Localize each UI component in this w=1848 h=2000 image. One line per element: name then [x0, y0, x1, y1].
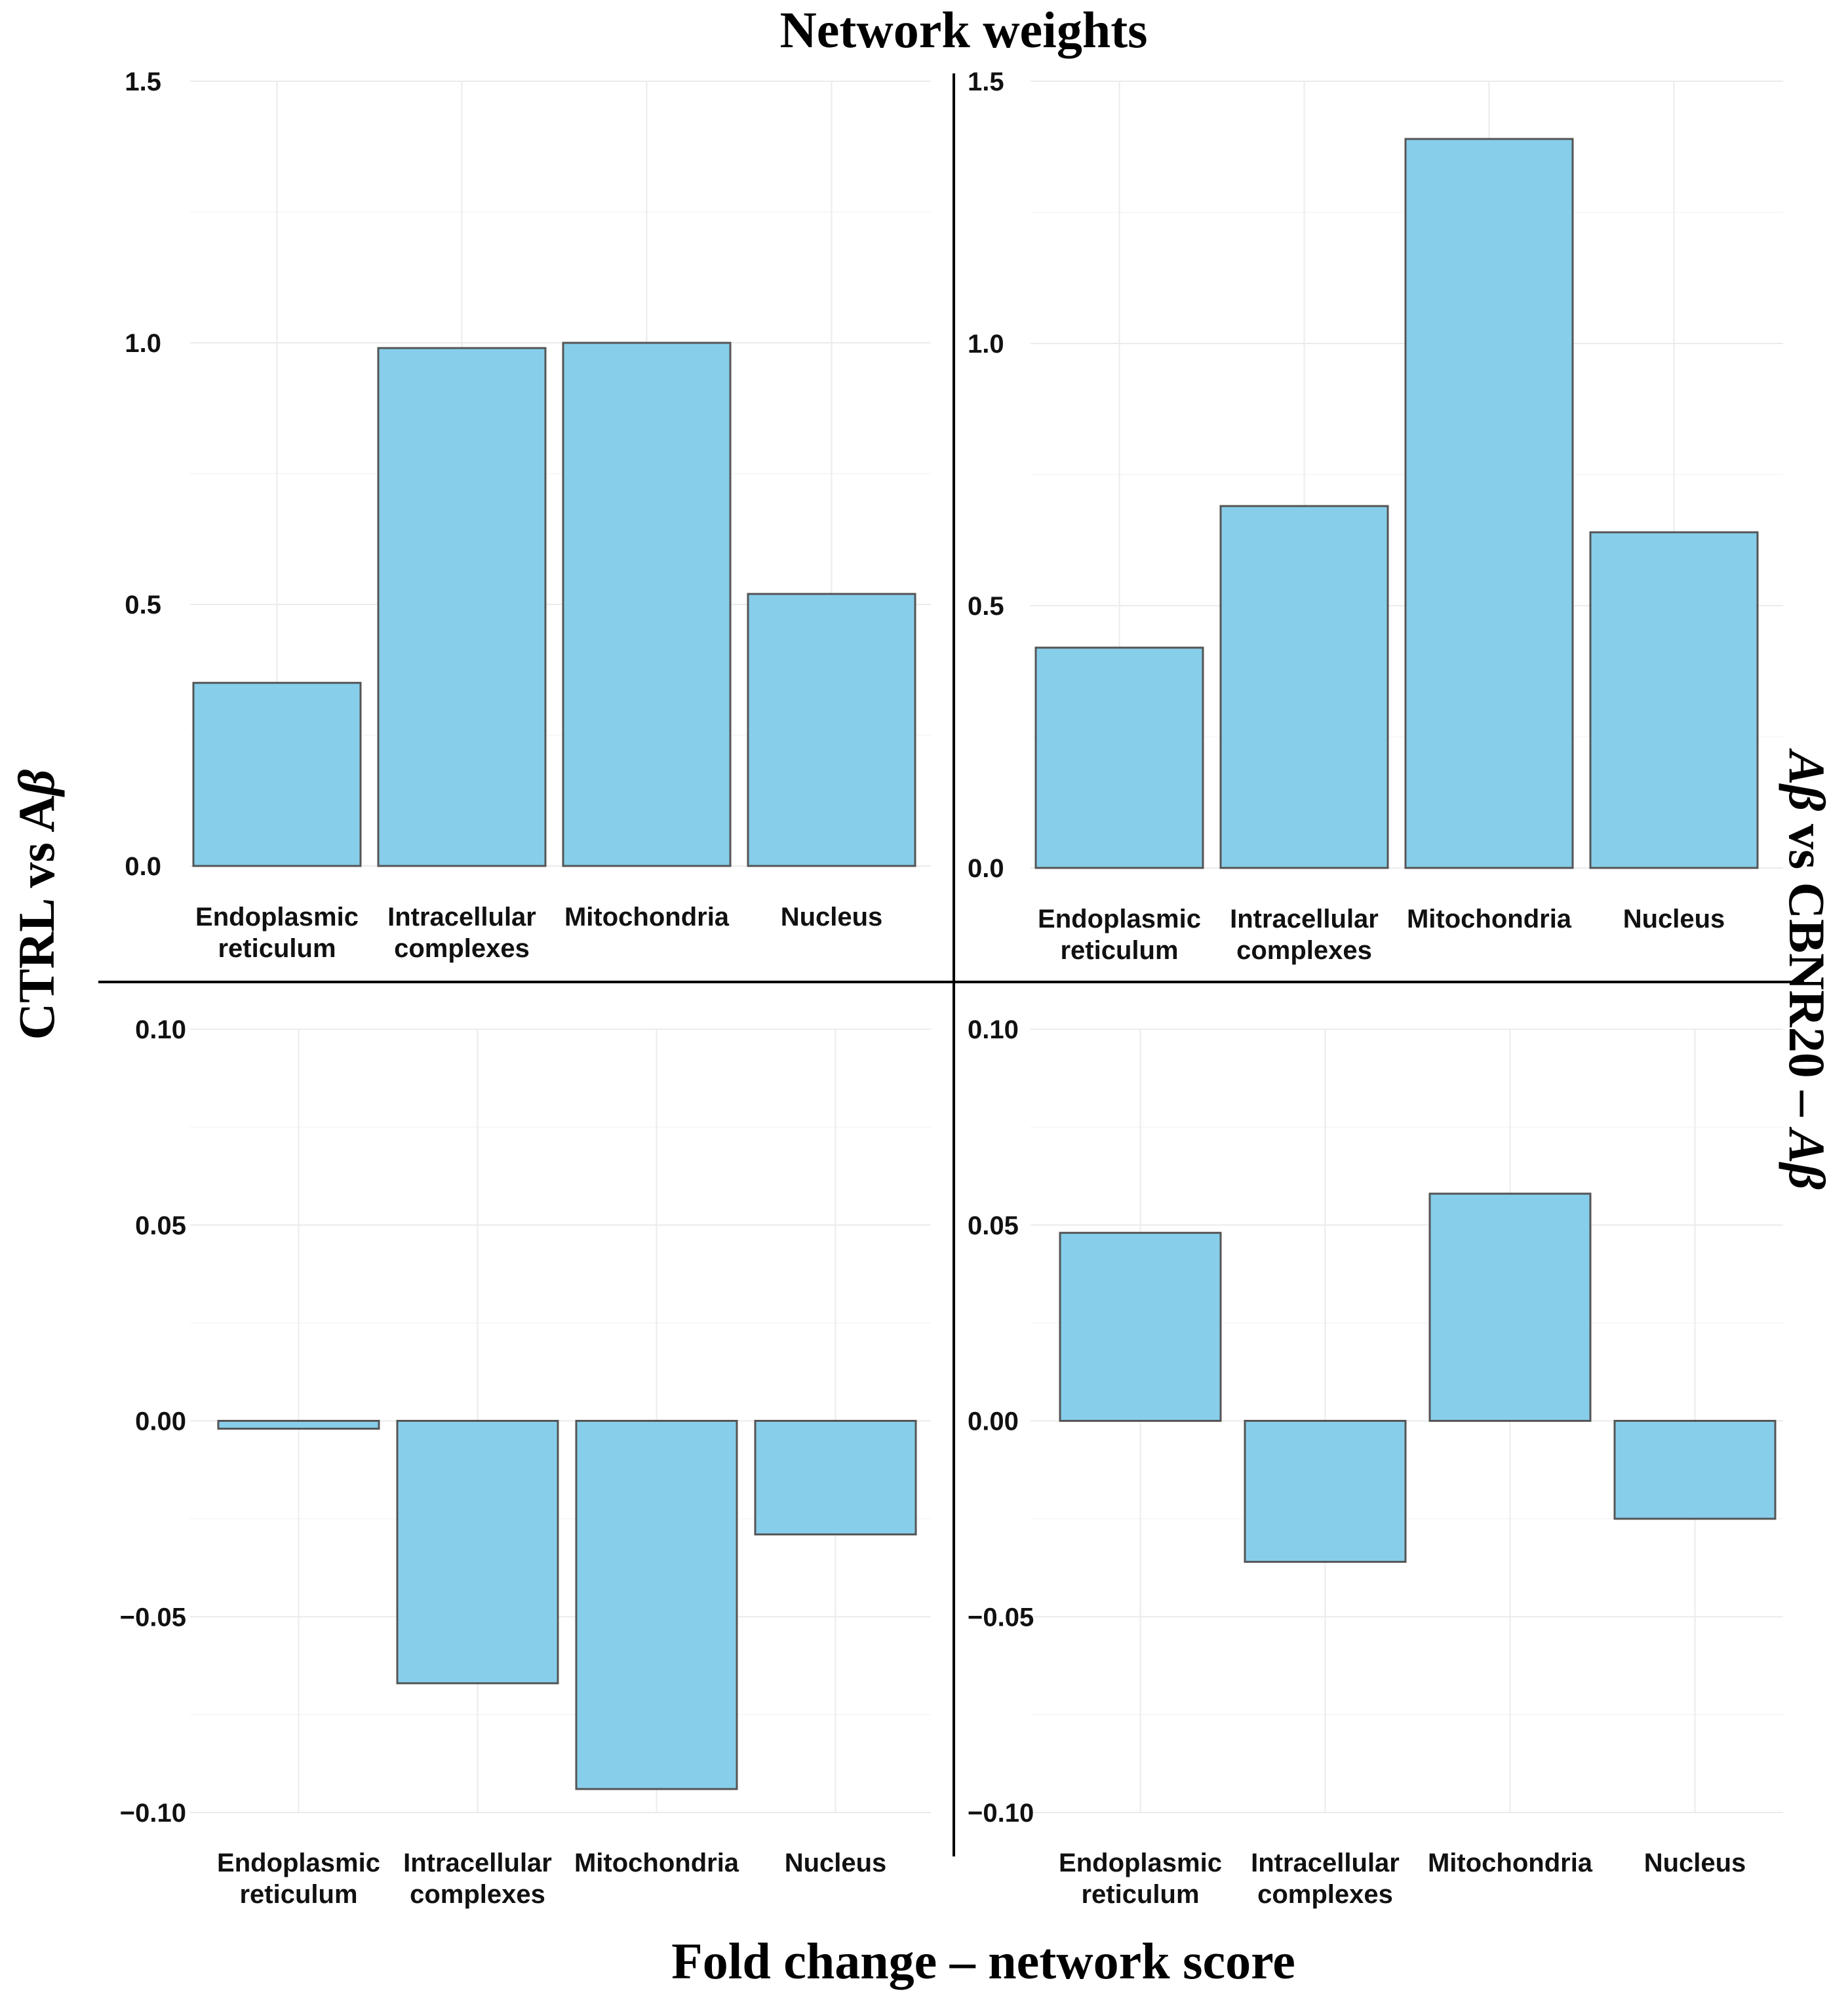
- x-tick-label-line: Intracellular: [387, 903, 536, 931]
- bar-nucleus: [754, 1420, 917, 1536]
- row-label-left: CTRL vs Aβ: [8, 770, 65, 1040]
- panel-fold-change-abeta-vs-cbnr20: 0.10 0.05 0.00 −0.05 −0.10 Endoplasmic reticul…: [968, 1015, 1783, 1909]
- y-tick-label: 0.10: [135, 1015, 186, 1044]
- x-tick-label: Intracellular complexes: [1230, 905, 1379, 965]
- x-tick-label-line: complexes: [1257, 1880, 1393, 1909]
- y-tick-label: 1.0: [125, 329, 161, 358]
- y-tick-label: 0.00: [135, 1407, 186, 1436]
- x-tick-label: Mitochondria: [1428, 1849, 1593, 1877]
- x-tick-label-line: Nucleus: [1623, 905, 1725, 933]
- x-tick-label-line: complexes: [394, 934, 530, 963]
- x-tick-label: Endoplasmic reticulum: [217, 1849, 380, 1909]
- panel-network-weights-ctrl-vs-abeta: 0.0 0.5 1.0 1.5 Endoplasmic reticulum Intracel…: [125, 68, 931, 963]
- y-tick-label: 1.0: [968, 330, 1004, 359]
- bar-nucleus: [1613, 1420, 1777, 1520]
- x-tick-label-line: complexes: [1236, 936, 1372, 965]
- bar-endoplasmic-reticulum: [192, 682, 362, 867]
- x-tick-label: Intracellular complexes: [387, 903, 536, 963]
- figure-title: Network weights: [779, 1, 1147, 58]
- row-label-left-italic: β: [8, 770, 65, 798]
- bar-endoplasmic-reticulum: [217, 1420, 380, 1430]
- x-tick-label-line: reticulum: [218, 934, 336, 963]
- y-tick-label: −0.05: [968, 1603, 1034, 1632]
- y-tick-label: −0.05: [120, 1603, 186, 1632]
- y-tick-label: 1.5: [968, 68, 1004, 96]
- y-tick-label: 0.05: [135, 1211, 186, 1240]
- panel-fold-change-ctrl-vs-abeta: 0.10 0.05 0.00 −0.05 −0.10 Endoplasmic reticul…: [120, 1015, 931, 1909]
- y-tick-label: 0.0: [125, 852, 161, 881]
- x-tick-label-line: Mitochondria: [574, 1849, 739, 1877]
- x-tick-label-line: complexes: [410, 1880, 545, 1909]
- y-tick-label: 0.05: [968, 1211, 1019, 1240]
- x-tick-label: Intracellular complexes: [1251, 1849, 1400, 1909]
- x-tick-label: Endoplasmic reticulum: [1038, 905, 1201, 965]
- x-tick-label-line: Mitochondria: [1428, 1849, 1593, 1877]
- row-label-right: Aβ vs CBNR20 – Aβ: [1779, 747, 1836, 1189]
- x-tick-label-line: Intracellular: [1251, 1849, 1400, 1877]
- bar-mitochondria: [575, 1420, 738, 1790]
- x-tick-label-line: Endoplasmic: [1038, 905, 1201, 933]
- x-tick-label-line: Nucleus: [785, 1849, 887, 1877]
- x-tick-label-line: Endoplasmic: [1059, 1849, 1222, 1877]
- x-tick-label-line: Mitochondria: [1407, 905, 1572, 933]
- y-tick-label: −0.10: [120, 1799, 186, 1828]
- y-tick-label: 1.5: [125, 68, 161, 96]
- x-tick-label: Mitochondria: [1407, 905, 1572, 933]
- x-tick-label: Mitochondria: [574, 1849, 739, 1877]
- bar-nucleus: [747, 593, 916, 867]
- x-tick-label: Nucleus: [1644, 1849, 1746, 1877]
- bar-intracellular-complexes: [1219, 505, 1389, 869]
- x-tick-label-line: Endoplasmic: [195, 903, 359, 931]
- bar-endoplasmic-reticulum: [1059, 1232, 1222, 1422]
- x-tick-label: Endoplasmic reticulum: [195, 903, 359, 963]
- panel-network-weights-abeta-vs-cbnr20: 0.0 0.5 1.0 1.5 Endoplasmic reticulum Intracel…: [968, 68, 1783, 965]
- x-tick-label: Endoplasmic reticulum: [1059, 1849, 1222, 1909]
- x-tick-label: Nucleus: [781, 903, 883, 931]
- bar-nucleus: [1589, 531, 1759, 869]
- x-tick-label: Intracellular complexes: [403, 1849, 552, 1909]
- bar-intracellular-complexes: [396, 1420, 559, 1685]
- bar-intracellular-complexes: [1244, 1420, 1407, 1563]
- bar-mitochondria: [1428, 1192, 1592, 1422]
- y-tick-label: 0.5: [125, 591, 161, 619]
- y-tick-label: 0.5: [968, 592, 1004, 621]
- row-label-right-prefix: Aβ: [1779, 747, 1836, 811]
- x-tick-label-line: Intracellular: [1230, 905, 1379, 933]
- x-tick-label-line: reticulum: [239, 1880, 357, 1909]
- x-tick-label-line: Nucleus: [781, 903, 883, 931]
- x-tick-label-line: reticulum: [1081, 1880, 1199, 1909]
- x-tick-label-line: Endoplasmic: [217, 1849, 380, 1877]
- x-tick-label: Mitochondria: [564, 903, 730, 931]
- x-tick-label: Nucleus: [1623, 905, 1725, 933]
- figure-x-axis-label: Fold change – network score: [671, 1932, 1295, 1990]
- y-tick-label: 0.10: [968, 1015, 1019, 1044]
- x-tick-label-line: Nucleus: [1644, 1849, 1746, 1877]
- x-tick-label-line: Intracellular: [403, 1849, 552, 1877]
- y-tick-label: −0.10: [968, 1799, 1034, 1828]
- row-label-right-suffix: Aβ: [1779, 1126, 1836, 1190]
- bar-mitochondria: [562, 342, 732, 867]
- y-tick-label: 0.00: [968, 1407, 1019, 1436]
- bar-endoplasmic-reticulum: [1034, 646, 1204, 869]
- chart-panels: 0.0 0.5 1.0 1.5 Endoplasmic reticulum Intracel…: [120, 68, 1783, 1909]
- row-label-left-text: CTRL vs A: [8, 796, 65, 1040]
- bar-intracellular-complexes: [377, 347, 547, 867]
- x-tick-label-line: Mitochondria: [564, 903, 730, 931]
- y-tick-label: 0.0: [968, 854, 1004, 883]
- bar-mitochondria: [1404, 138, 1574, 869]
- x-tick-label: Nucleus: [785, 1849, 887, 1877]
- row-label-right-text: vs CBNR20 –: [1779, 811, 1836, 1129]
- x-tick-label-line: reticulum: [1060, 936, 1178, 965]
